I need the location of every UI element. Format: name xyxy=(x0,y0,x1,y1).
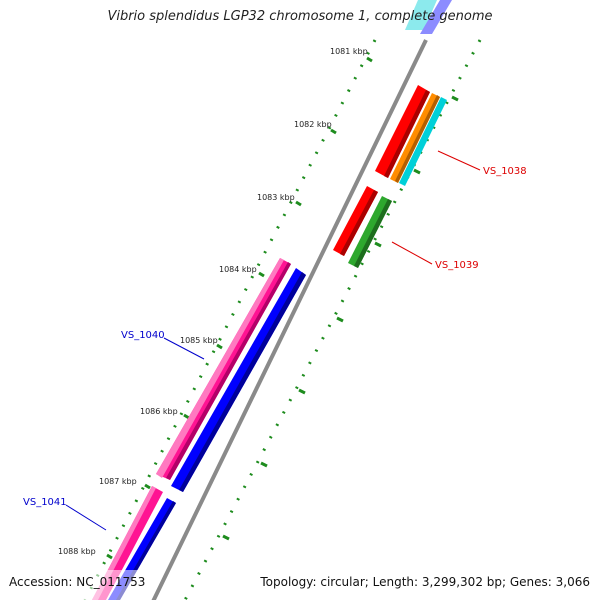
tick-mark xyxy=(260,461,268,468)
gene-label-vs1039: VS_1039 xyxy=(435,260,479,271)
fade-overlay xyxy=(70,570,140,600)
tick-label: 1085 kbp xyxy=(180,336,218,345)
tick-label: 1088 kbp xyxy=(58,547,96,556)
tick-label: 1082 kbp xyxy=(294,120,332,129)
tick-mark xyxy=(366,56,373,63)
gene-vs1040-group xyxy=(156,258,306,492)
vs1039-leader-line xyxy=(391,241,433,265)
cyan-gene xyxy=(399,97,447,186)
orange-gene-shade xyxy=(395,95,440,183)
tick-mark xyxy=(298,388,306,395)
vs1041-leader-line xyxy=(65,504,107,531)
major-ticks xyxy=(106,56,459,560)
tick-mark xyxy=(374,241,382,248)
tick-mark xyxy=(216,343,223,350)
vs1040-leader-line xyxy=(163,337,205,360)
tick-mark xyxy=(295,200,302,207)
red-gene-shade xyxy=(340,190,378,256)
gene-labels: VS_1038 VS_1039 VS_1040 VS_1041 xyxy=(23,166,527,508)
tick-mark xyxy=(106,553,113,560)
red-gene xyxy=(333,186,378,256)
tick-mark xyxy=(144,483,151,490)
tick-label: 1083 kbp xyxy=(257,193,295,202)
magenta-gene-highlight xyxy=(156,258,284,478)
tick-label: 1086 kbp xyxy=(140,407,178,416)
genome-backbone xyxy=(151,39,428,600)
tick-mark xyxy=(222,534,230,541)
blue-gene-shade xyxy=(179,272,306,492)
outer-tick-track xyxy=(183,39,482,600)
green-gene-shade xyxy=(354,199,392,268)
gene-vs1041-group xyxy=(70,486,176,600)
gene-vs1039-group xyxy=(333,186,392,268)
gene-label-vs1038: VS_1038 xyxy=(483,166,527,177)
vs1038-leader-line xyxy=(437,150,481,171)
tick-labels: 1081 kbp 1082 kbp 1083 kbp 1084 kbp 1085… xyxy=(58,47,368,556)
red-gene-shade xyxy=(384,90,430,178)
tick-mark xyxy=(258,271,265,278)
tick-mark xyxy=(183,413,190,420)
blue-gene xyxy=(171,268,306,492)
tick-mark xyxy=(330,128,337,135)
red-gene xyxy=(375,85,430,178)
tick-label: 1081 kbp xyxy=(330,47,368,56)
tick-label: 1087 kbp xyxy=(99,477,137,486)
genome-summary-text: Topology: circular; Length: 3,299,302 bp… xyxy=(260,575,590,589)
fade-overlay xyxy=(395,0,460,36)
gene-label-vs1041: VS_1041 xyxy=(23,497,67,508)
tick-mark xyxy=(413,168,421,175)
top-gene-fragments xyxy=(395,0,460,36)
map-title: Vibrio splendidus LGP32 chromosome 1, co… xyxy=(107,9,493,24)
tick-label: 1084 kbp xyxy=(219,265,257,274)
magenta-gene-shade xyxy=(166,262,291,480)
accession-text: Accession: NC_011753 xyxy=(9,575,146,589)
tick-mark xyxy=(451,95,459,102)
gene-label-vs1040: VS_1040 xyxy=(121,330,165,341)
gene-vs1038-group xyxy=(375,85,447,186)
tick-mark xyxy=(336,316,344,323)
